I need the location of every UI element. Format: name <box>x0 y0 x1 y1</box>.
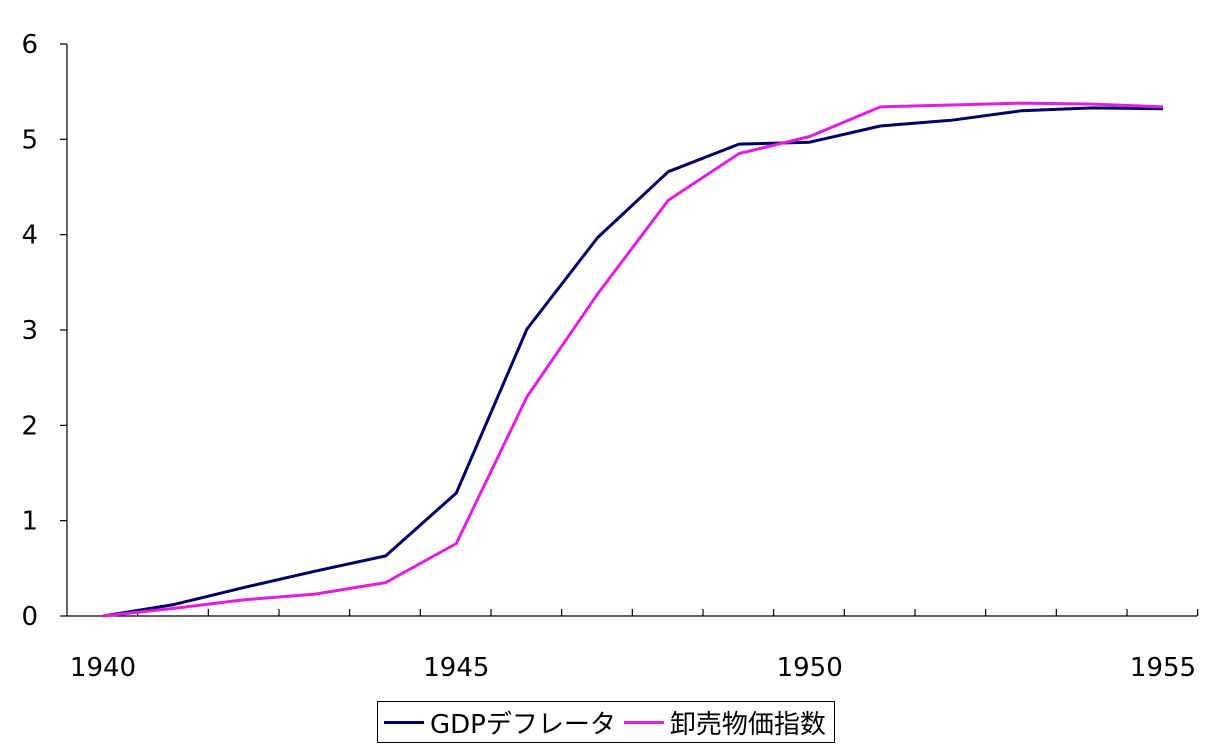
x-tick-label: 1955 <box>1130 653 1196 683</box>
legend-label-gdp-deflator: GDPデフレータ <box>430 709 616 740</box>
line-chart: 0 1 2 3 4 5 6 1940 1945 1950 1955 <box>21 30 1199 683</box>
y-tick-label: 1 <box>21 507 38 537</box>
x-tick-label: 1950 <box>777 653 843 683</box>
series-line-wholesale-price-index <box>102 101 1164 618</box>
y-tick-label: 3 <box>21 316 38 346</box>
y-tick-label: 4 <box>21 221 38 251</box>
series-line-gdp-deflator <box>102 106 1164 618</box>
legend-swatch-wholesale-price-index <box>623 720 664 724</box>
chart-tick-labels: 0 1 2 3 4 5 6 1940 1945 1950 1955 <box>21 30 1196 683</box>
chart-axes <box>60 43 1199 617</box>
chart-legend: GDPデフレータ 卸売物価指数 <box>377 701 835 743</box>
y-tick-label: 0 <box>21 602 38 632</box>
x-tick-label: 1945 <box>423 653 489 683</box>
legend-item-gdp-deflator: GDPデフレータ <box>384 704 616 741</box>
y-tick-label: 5 <box>21 125 38 155</box>
legend-label-wholesale-price-index: 卸売物価指数 <box>669 709 826 740</box>
legend-swatch-gdp-deflator <box>384 720 424 724</box>
chart-series-layer <box>102 101 1164 618</box>
legend-item-wholesale-price-index: 卸売物価指数 <box>623 704 826 741</box>
y-tick-label: 6 <box>21 30 38 60</box>
x-tick-label: 1940 <box>70 653 136 683</box>
y-tick-label: 2 <box>21 411 38 441</box>
